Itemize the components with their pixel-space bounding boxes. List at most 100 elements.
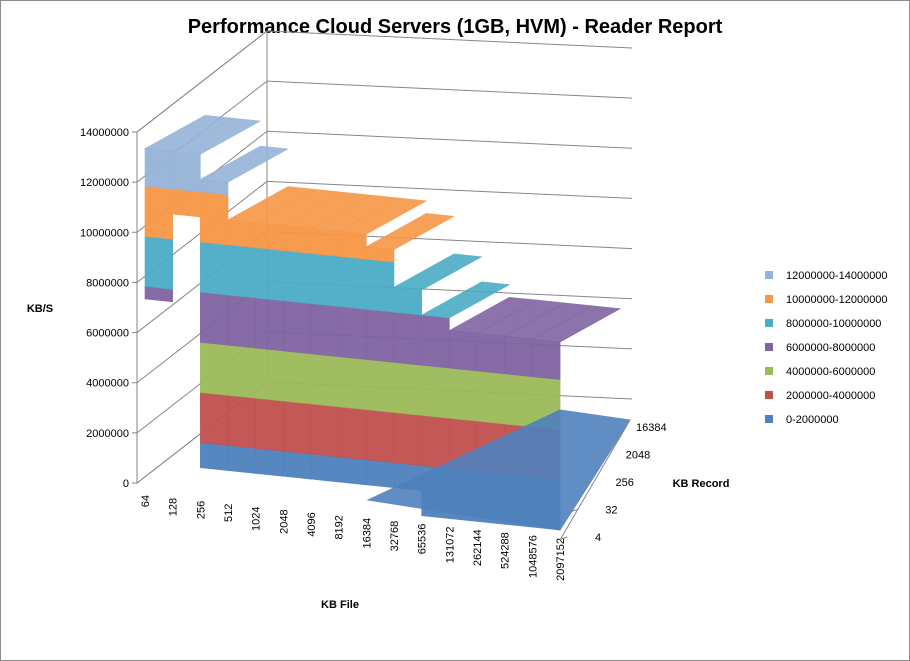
surface-column-8192: [337, 197, 428, 486]
surface-band-131072-3: [449, 330, 478, 372]
x-tick-label: 16384: [361, 518, 373, 549]
surface-column-4096: [310, 194, 400, 483]
y-tick-label: 12000000: [80, 177, 129, 189]
surface-band-262144-3: [476, 333, 505, 375]
surface-band-1024-1: [255, 397, 284, 452]
surface-band-256-4: [200, 241, 229, 296]
surface-band-8192-0: [338, 456, 367, 486]
surface-band-8192-3: [338, 306, 367, 360]
gridline-back: [266, 130, 633, 149]
x-tick-label: 131072: [444, 527, 456, 564]
x-tick-label: 8192: [334, 515, 346, 539]
z-tick-label: 256: [616, 477, 634, 489]
z-tick-mark: [591, 454, 598, 457]
surface-band-128-5: [172, 188, 201, 218]
x-tick-label: 2048: [278, 509, 290, 533]
surface-band-32768-1: [393, 412, 422, 466]
surface-band-65536-1: [421, 415, 450, 469]
z-tick-label: 16384: [636, 422, 667, 434]
legend: 12000000-14000000 10000000-12000000 800000…: [765, 270, 888, 426]
x-tick-label: 512: [223, 504, 235, 522]
surface-band-8192-5: [338, 230, 367, 260]
z-tick-mark: [560, 536, 568, 540]
x-tick-label: 2097152: [555, 538, 567, 581]
z-tick-label: 4: [595, 532, 601, 544]
legend-swatch: [765, 271, 773, 279]
surface-column-16384: [365, 213, 455, 489]
x-tick-label: 64: [140, 495, 152, 507]
surface-band-32768-4: [393, 286, 422, 316]
legend-label: 8000000-10000000: [786, 318, 881, 330]
surface-band-16384-4: [366, 258, 395, 313]
legend-swatch: [765, 415, 773, 423]
z-tick-mark: [581, 481, 588, 485]
legend-label: 2000000-4000000: [786, 390, 875, 402]
surface-band-8192-4: [338, 256, 367, 310]
surface-column-65536: [420, 281, 511, 519]
surface-top-16384: [365, 213, 455, 250]
y-tick-label: 8000000: [86, 277, 129, 289]
z-tick-label: 32: [605, 505, 617, 517]
surface-column-64: [144, 114, 234, 303]
surface-band-128-6: [172, 151, 201, 193]
y-axis-label: KB/S: [27, 303, 53, 315]
surface-band-4096-0: [310, 453, 339, 483]
surface-band-256-0: [200, 442, 229, 471]
surface-band-256-1: [200, 392, 229, 446]
surface-top-65536: [420, 281, 511, 319]
surface-top-2097152: [559, 308, 621, 343]
surface-band-4096-2: [310, 353, 339, 408]
surface-top-8192: [337, 197, 428, 235]
x-tick-label: 128: [168, 498, 180, 516]
surface-band-2048-5: [283, 225, 312, 254]
x-tick-label: 1024: [251, 506, 263, 530]
surface-column-2048: [282, 191, 372, 480]
surface-band-262144-2: [476, 370, 505, 425]
z-tick-mark: [601, 426, 609, 430]
surface-band-2048-1: [283, 400, 312, 455]
gridline-back: [266, 30, 633, 49]
surface-band-64-4: [144, 235, 173, 290]
legend-label: 12000000-14000000: [786, 270, 888, 282]
x-tick-label: 4096: [306, 512, 318, 536]
z-axis-line: [559, 419, 631, 541]
surface-band-16384-1: [366, 409, 395, 463]
surface-band-8192-2: [338, 356, 367, 410]
legend-swatch: [765, 319, 773, 327]
y-tick-label: 10000000: [80, 227, 129, 239]
gridline-left: [136, 30, 268, 133]
surface-top-256: [199, 145, 289, 183]
chart-title: Performance Cloud Servers (1GB, HVM) - R…: [188, 16, 723, 38]
surface-band-64-6: [144, 148, 173, 190]
y-tick-label: 4000000: [86, 378, 129, 390]
legend-label: 10000000-12000000: [786, 294, 888, 306]
surface-band-524288-2: [504, 373, 533, 428]
legend-label: 0-2000000: [786, 414, 839, 426]
surface-top-128: [171, 117, 262, 155]
surface-band-65536-3: [421, 314, 450, 369]
legend-swatch: [765, 391, 773, 399]
gridline-back: [266, 180, 633, 199]
z-tick-mark: [571, 509, 578, 512]
y-tick-label: 0: [123, 478, 129, 490]
surface-band-2048-0: [283, 450, 312, 480]
surface-band-1024-4: [255, 247, 284, 302]
y-tick-label: 14000000: [80, 127, 129, 139]
surface-band-512-2: [227, 344, 256, 399]
gridline-back: [266, 80, 633, 99]
surface-band-512-1: [227, 394, 256, 449]
x-axis-label: KB File: [321, 599, 359, 611]
legend-swatch: [765, 367, 773, 375]
legend-swatch: [765, 295, 773, 303]
surface-plot: [144, 114, 631, 531]
surface-band-512-5: [227, 219, 256, 249]
surface-band-65536-2: [421, 364, 450, 419]
legend-label: 6000000-8000000: [786, 342, 875, 354]
surface-band-131072-2: [449, 367, 478, 422]
x-tick-label: 1048576: [527, 535, 539, 578]
surface-band-4096-1: [310, 403, 339, 458]
surface-column-1024: [254, 189, 345, 477]
y-tick-label: 6000000: [86, 328, 129, 340]
x-tick-label: 65536: [417, 524, 429, 555]
surface-band-2048-3: [283, 300, 312, 355]
